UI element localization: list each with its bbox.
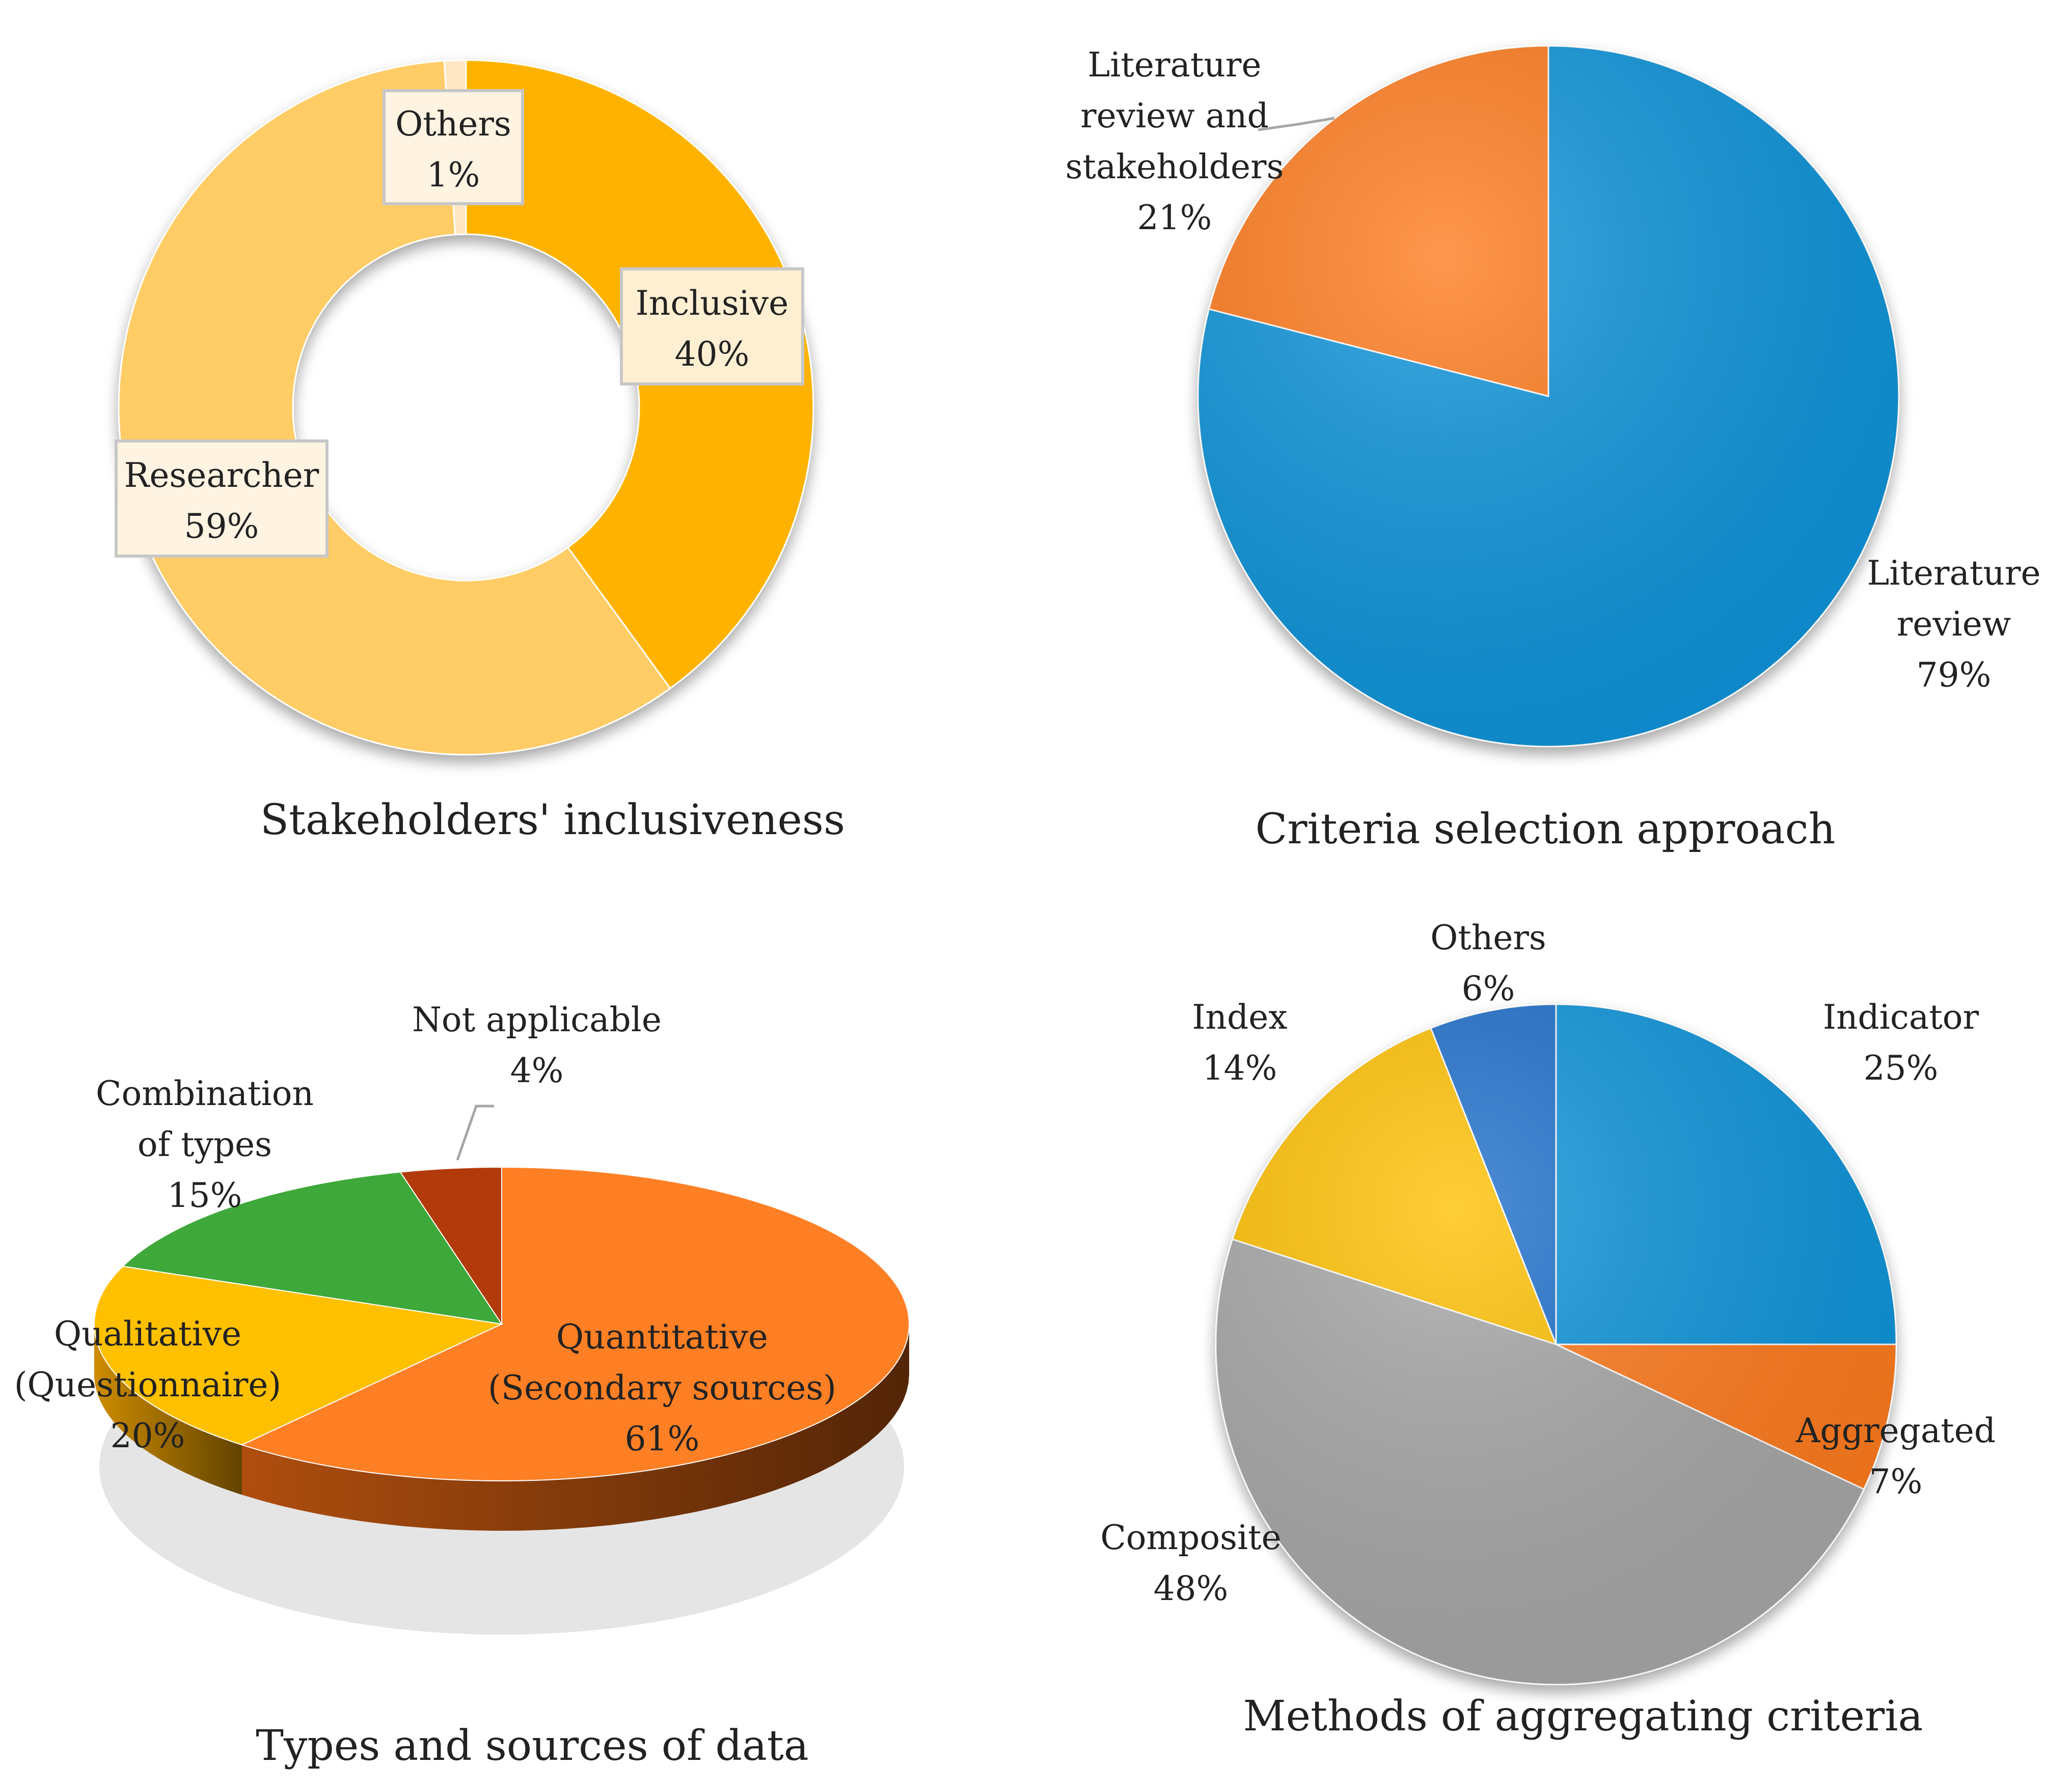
svg-text:40%: 40%: [675, 335, 750, 374]
label-researcher: Researcher 59%: [115, 439, 329, 558]
chart-title-datatypes: Types and sources of data: [256, 1722, 809, 1770]
svg-text:Not applicable: Not applicable: [412, 1000, 662, 1039]
svg-text:Others: Others: [1430, 918, 1546, 957]
slice-not-applicable: [399, 1166, 502, 1326]
svg-text:review: review: [1897, 604, 2011, 644]
svg-text:6%: 6%: [1462, 969, 1515, 1008]
chart-title-stakeholders: Stakeholders' inclusiveness: [260, 796, 845, 844]
leader-line-not-applicable: [456, 1105, 494, 1161]
svg-text:25%: 25%: [1864, 1049, 1939, 1088]
slice-combination: [122, 1171, 503, 1325]
label-aggregated: Aggregated 7%: [1795, 1411, 1996, 1501]
svg-text:14%: 14%: [1203, 1049, 1277, 1088]
pie-side-shade-0: [242, 1324, 910, 1531]
chart-criteria-gloss: [1198, 46, 1899, 747]
label-not-applicable: Not applicable 4%: [412, 1000, 662, 1090]
chart-methods-gloss: [1216, 1004, 1896, 1685]
label-others: Others 1%: [383, 89, 524, 205]
chart-title-criteria: Criteria selection approach: [1256, 805, 1836, 853]
svg-text:review and: review and: [1080, 96, 1269, 135]
svg-text:Combination: Combination: [96, 1074, 314, 1113]
svg-text:61%: 61%: [625, 1419, 700, 1458]
chart-title-methods: Methods of aggregating criteria: [1243, 1692, 1923, 1741]
label-indicator: Indicator 25%: [1823, 998, 1979, 1088]
chart-datatypes: [94, 1166, 910, 1531]
label-qualitative: Qualitative (Questionnaire) 20%: [14, 1314, 282, 1455]
svg-text:15%: 15%: [168, 1176, 242, 1215]
slice-researcher: [118, 60, 671, 756]
svg-text:Qualitative: Qualitative: [54, 1314, 241, 1354]
svg-text:of types: of types: [138, 1125, 272, 1164]
svg-text:Composite: Composite: [1100, 1518, 1281, 1557]
svg-text:(Questionnaire): (Questionnaire): [14, 1365, 282, 1404]
svg-text:Literature: Literature: [1087, 45, 1261, 85]
svg-text:59%: 59%: [184, 507, 259, 546]
svg-text:79%: 79%: [1917, 655, 1992, 695]
svg-text:Others: Others: [395, 104, 511, 144]
leader-line-litstake: [1258, 117, 1335, 131]
slice-quantitative: [240, 1166, 910, 1481]
label-inclusive: Inclusive 40%: [620, 267, 804, 385]
svg-text:7%: 7%: [1869, 1462, 1923, 1501]
svg-text:Literature: Literature: [1867, 554, 2040, 593]
label-composite: Composite 48%: [1100, 1518, 1281, 1608]
svg-text:1%: 1%: [427, 155, 480, 195]
svg-text:stakeholders: stakeholders: [1066, 147, 1284, 186]
svg-text:48%: 48%: [1154, 1569, 1229, 1608]
svg-text:(Secondary sources): (Secondary sources): [488, 1368, 836, 1408]
label-literature-review: Literature review 79%: [1867, 554, 2040, 695]
label-index: Index 14%: [1192, 998, 1287, 1088]
svg-text:Inclusive: Inclusive: [636, 284, 788, 323]
label-combination: Combination of types 15%: [96, 1074, 314, 1215]
svg-text:21%: 21%: [1137, 198, 1212, 237]
svg-text:Quantitative: Quantitative: [556, 1317, 768, 1357]
slice-qualitative: [94, 1265, 504, 1446]
svg-text:Index: Index: [1192, 998, 1287, 1037]
svg-text:Researcher: Researcher: [124, 456, 319, 495]
pie-sides: [94, 1324, 910, 1531]
label-others-methods: Others 6%: [1430, 918, 1546, 1008]
pie-side-shade-1: [94, 1324, 242, 1495]
svg-text:Aggregated: Aggregated: [1795, 1411, 1996, 1450]
label-literature-and-stakeholders: Literature review and stakeholders 21%: [1066, 45, 1284, 237]
svg-text:Indicator: Indicator: [1823, 998, 1979, 1037]
svg-text:4%: 4%: [510, 1051, 564, 1090]
label-quantitative: Quantitative (Secondary sources) 61%: [488, 1317, 836, 1458]
svg-text:20%: 20%: [111, 1416, 185, 1455]
